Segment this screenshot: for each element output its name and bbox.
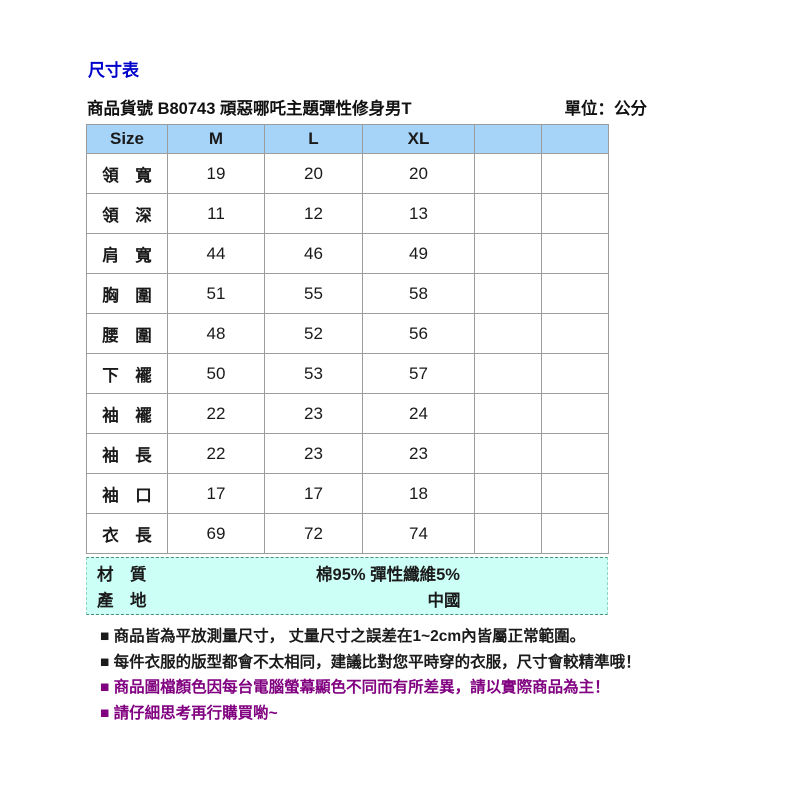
measure-label: 領 深 — [86, 193, 168, 234]
measure-label: 袖 口 — [86, 473, 168, 514]
origin-row: 產 地 中國 — [87, 586, 607, 612]
header-empty-2 — [541, 124, 609, 154]
value-l: 20 — [264, 153, 363, 194]
value-xl: 74 — [362, 513, 475, 554]
material-row: 材 質 棉95% 彈性纖維5% — [87, 560, 607, 586]
header-size: Size — [86, 124, 168, 154]
empty-cell — [474, 233, 542, 274]
value-xl: 58 — [362, 273, 475, 314]
note-measure-tolerance: ■ 商品皆為平放測量尺寸， 丈量尺寸之誤差在1~2cm內皆屬正常範圍。 — [100, 628, 586, 645]
empty-cell — [541, 433, 609, 474]
measure-label: 袖 襬 — [86, 393, 168, 434]
table-row-chest: 胸 圍 51 55 58 — [86, 273, 609, 314]
value-m: 22 — [167, 393, 265, 434]
empty-cell — [541, 233, 609, 274]
value-l: 46 — [264, 233, 363, 274]
note-color-difference: ■ 商品圖檔顏色因每台電腦螢幕顯色不同而有所差異，請以實際商品為主！ — [100, 679, 610, 696]
empty-cell — [474, 513, 542, 554]
empty-cell — [474, 353, 542, 394]
table-row-waist: 腰 圍 48 52 56 — [86, 313, 609, 354]
table-row-collar-depth: 領 深 11 12 13 — [86, 193, 609, 234]
value-xl: 13 — [362, 193, 475, 234]
value-xl: 20 — [362, 153, 475, 194]
value-l: 55 — [264, 273, 363, 314]
measure-label: 領 寬 — [86, 153, 168, 194]
measure-label: 下 襬 — [86, 353, 168, 394]
origin-label: 產 地 — [97, 592, 147, 610]
table-row-cuff: 袖 口 17 17 18 — [86, 473, 609, 514]
value-l: 52 — [264, 313, 363, 354]
unit-label: 單位：公分 — [564, 100, 648, 118]
value-m: 50 — [167, 353, 265, 394]
value-xl: 49 — [362, 233, 475, 274]
page-title: 尺寸表 — [88, 61, 139, 80]
header-xl: XL — [362, 124, 475, 154]
empty-cell — [541, 273, 609, 314]
material-value: 棉95% 彈性纖維5% — [316, 566, 460, 584]
measure-label: 腰 圍 — [86, 313, 168, 354]
material-label: 材 質 — [97, 566, 147, 584]
value-xl: 23 — [362, 433, 475, 474]
table-row-shoulder-width: 肩 寬 44 46 49 — [86, 233, 609, 274]
value-m: 44 — [167, 233, 265, 274]
size-table: Size M L XL 領 寬 19 20 20 領 深 11 12 13 — [86, 124, 609, 554]
notes-section: ■ 商品皆為平放測量尺寸， 丈量尺寸之誤差在1~2cm內皆屬正常範圍。 ■ 每件… — [100, 624, 800, 726]
value-l: 23 — [264, 433, 363, 474]
value-m: 22 — [167, 433, 265, 474]
header-l: L — [264, 124, 363, 154]
value-l: 12 — [264, 193, 363, 234]
empty-cell — [541, 473, 609, 514]
empty-cell — [474, 313, 542, 354]
value-l: 53 — [264, 353, 363, 394]
size-table-header-row: Size M L XL — [86, 124, 609, 154]
empty-cell — [474, 153, 542, 194]
table-row-collar-width: 領 寬 19 20 20 — [86, 153, 609, 194]
value-l: 23 — [264, 393, 363, 434]
note-fit-advice: ■ 每件衣服的版型都會不太相同，建議比對您平時穿的衣服，尺寸會較精準哦！ — [100, 653, 641, 671]
table-row-sleeve-hem: 袖 襬 22 23 24 — [86, 393, 609, 434]
empty-cell — [474, 273, 542, 314]
header-empty-1 — [474, 124, 542, 154]
value-m: 19 — [167, 153, 265, 194]
value-xl: 24 — [362, 393, 475, 434]
empty-cell — [541, 193, 609, 234]
measure-label: 衣 長 — [86, 513, 168, 554]
origin-value: 中國 — [427, 592, 461, 610]
table-row-garment-length: 衣 長 69 72 74 — [86, 513, 609, 554]
empty-cell — [474, 393, 542, 434]
product-heading-row: 商品貨號 B80743 頑惡哪吒主題彈性修身男T 單位：公分 — [87, 95, 647, 119]
value-m: 17 — [167, 473, 265, 514]
value-l: 17 — [264, 473, 363, 514]
measure-label: 袖 長 — [86, 433, 168, 474]
empty-cell — [541, 513, 609, 554]
measure-label: 肩 寬 — [86, 233, 168, 274]
value-m: 69 — [167, 513, 265, 554]
material-origin-panel: 材 質 棉95% 彈性纖維5% 產 地 中國 — [86, 557, 608, 615]
product-heading: 商品貨號 B80743 頑惡哪吒主題彈性修身男T — [87, 100, 412, 118]
value-m: 51 — [167, 273, 265, 314]
empty-cell — [474, 193, 542, 234]
value-xl: 56 — [362, 313, 475, 354]
value-m: 11 — [167, 193, 265, 234]
measure-label: 胸 圍 — [86, 273, 168, 314]
value-m: 48 — [167, 313, 265, 354]
value-xl: 18 — [362, 473, 475, 514]
empty-cell — [541, 353, 609, 394]
table-row-sleeve-length: 袖 長 22 23 23 — [86, 433, 609, 474]
value-xl: 57 — [362, 353, 475, 394]
empty-cell — [474, 473, 542, 514]
empty-cell — [541, 393, 609, 434]
header-m: M — [167, 124, 265, 154]
empty-cell — [474, 433, 542, 474]
empty-cell — [541, 313, 609, 354]
size-chart-page: 尺寸表 商品貨號 B80743 頑惡哪吒主題彈性修身男T 單位：公分 Size … — [86, 61, 800, 726]
empty-cell — [541, 153, 609, 194]
table-row-hem: 下 襬 50 53 57 — [86, 353, 609, 394]
note-think-before-buying: ■ 請仔細思考再行購買喲~ — [100, 704, 278, 722]
value-l: 72 — [264, 513, 363, 554]
